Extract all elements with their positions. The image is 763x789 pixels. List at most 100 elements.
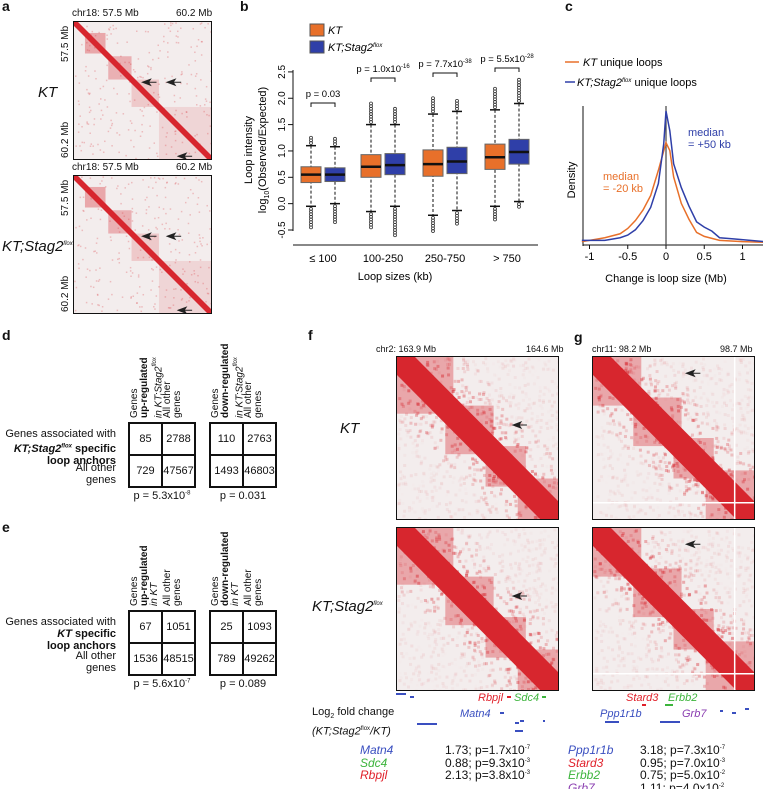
contact-dot	[81, 43, 83, 46]
contact-pixel	[422, 471, 426, 475]
contact-pixel	[705, 404, 709, 408]
contact-pixel	[714, 571, 717, 574]
contact-dot	[86, 268, 89, 270]
contact-pixel	[628, 518, 632, 519]
contact-pixel	[487, 508, 491, 512]
contact-pixel	[482, 555, 486, 559]
contact-pixel	[648, 505, 652, 509]
gene-fold-change-stat: 0.95; p=7.0x10-3	[640, 756, 725, 770]
contact-pixel	[750, 633, 754, 637]
contact-pixel	[686, 487, 690, 491]
contact-pixel	[599, 681, 603, 685]
contact-pixel	[618, 504, 622, 508]
contact-pixel	[551, 393, 555, 397]
outlier-point	[455, 221, 459, 226]
contact-pixel	[423, 509, 427, 513]
contact-pixel	[625, 607, 629, 611]
contact-dot	[112, 28, 115, 30]
contact-pixel	[507, 667, 511, 671]
contact-pixel	[610, 680, 614, 684]
contact-pixel	[527, 548, 531, 552]
contact-pixel	[426, 679, 430, 683]
contact-dot	[198, 234, 201, 236]
contact-pixel	[711, 674, 715, 678]
contact-pixel	[425, 431, 429, 435]
contact-pixel	[487, 567, 491, 571]
contact-pixel	[405, 652, 408, 655]
contact-pixel	[461, 384, 465, 388]
contact-pixel	[657, 658, 661, 662]
contact-pixel	[483, 491, 487, 495]
contact-pixel	[398, 488, 401, 491]
contact-pixel	[633, 366, 637, 370]
contact-dot	[116, 132, 118, 134]
contact-pixel	[421, 399, 425, 403]
contact-pixel	[411, 603, 414, 606]
contact-pixel	[468, 534, 472, 538]
contact-pixel	[506, 587, 510, 591]
contact-dot	[174, 139, 177, 142]
contact-pixel	[538, 543, 542, 547]
contact-pixel	[401, 420, 405, 424]
contact-pixel	[467, 535, 471, 539]
contact-pixel	[492, 362, 495, 365]
contact-pixel	[639, 461, 643, 465]
contact-pixel	[458, 489, 461, 492]
contact-pixel	[546, 426, 550, 430]
contact-pixel	[435, 465, 439, 469]
contact-pixel	[649, 640, 653, 644]
contact-pixel	[513, 449, 517, 453]
contact-pixel	[720, 582, 723, 585]
contact-pixel	[515, 628, 519, 632]
contact-pixel	[426, 360, 430, 364]
contact-pixel	[477, 499, 481, 503]
contact-dot	[124, 61, 126, 64]
contact-pixel	[432, 474, 436, 478]
gene-track-label-matn4: Matn4	[460, 708, 491, 720]
contact-pixel	[640, 626, 644, 630]
contact-pixel	[742, 582, 746, 586]
contact-dot	[115, 27, 117, 30]
contact-pixel	[538, 596, 542, 600]
contact-pixel	[675, 675, 679, 679]
contact-pixel	[679, 474, 683, 478]
contact-pixel	[527, 425, 531, 429]
contact-pixel	[401, 493, 404, 496]
contact-pixel	[650, 493, 653, 496]
contact-pixel	[414, 669, 417, 672]
contact-pixel	[716, 582, 720, 586]
contact-pixel	[623, 444, 627, 448]
contact-dot	[164, 77, 166, 80]
contact-dot	[198, 179, 200, 181]
contact-pixel	[462, 362, 466, 366]
contact-pixel	[473, 458, 477, 462]
contact-pixel	[533, 516, 537, 519]
contact-dot	[141, 130, 144, 133]
contact-pixel	[471, 581, 475, 585]
contact-pixel	[504, 423, 508, 427]
stat-text: 2.13; p=3.8x10	[445, 768, 525, 782]
panel-label-f: f	[308, 327, 313, 343]
contact-pixel	[553, 469, 556, 472]
contact-pixel	[525, 395, 528, 398]
contact-pixel	[697, 584, 701, 588]
contact-dot	[79, 196, 82, 199]
contact-pixel	[409, 662, 413, 666]
contact-pixel	[709, 542, 713, 546]
contact-pixel	[512, 689, 516, 690]
contact-pixel	[552, 658, 556, 662]
contact-pixel	[431, 583, 435, 587]
contact-pixel	[535, 593, 539, 597]
contact-pixel	[703, 584, 707, 588]
contact-pixel	[454, 493, 458, 497]
contact-pixel	[682, 682, 686, 686]
contact-pixel	[499, 481, 503, 485]
contact-pixel	[526, 382, 530, 386]
contact-pixel	[719, 548, 723, 552]
contact-pixel	[644, 434, 648, 438]
contact-pixel	[724, 587, 727, 590]
contact-pixel	[702, 675, 706, 679]
contact-pixel	[482, 586, 486, 590]
contact-pixel	[534, 686, 538, 690]
contact-dot	[125, 235, 128, 237]
